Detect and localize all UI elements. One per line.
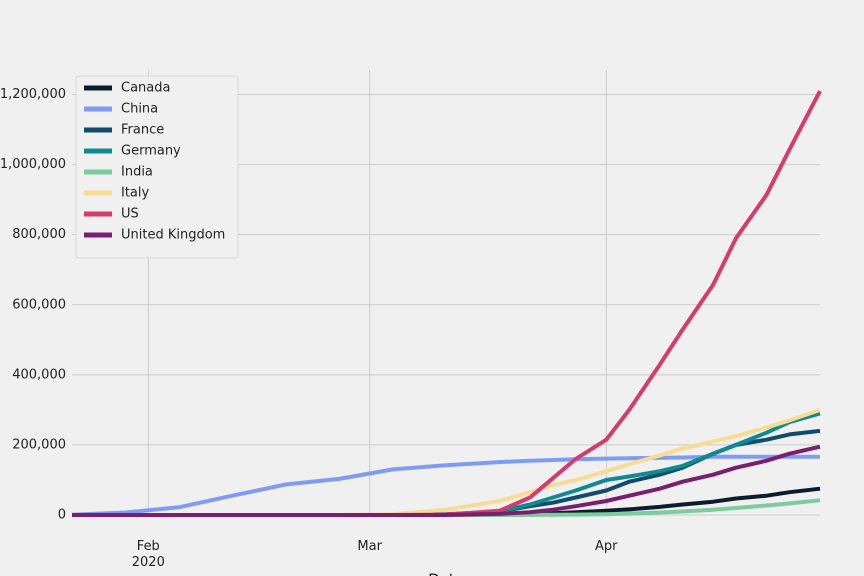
y-tick-label: 0 bbox=[58, 508, 66, 523]
x-tick-label: Apr bbox=[595, 539, 618, 554]
legend-label: Italy bbox=[121, 186, 150, 201]
series-line bbox=[71, 454, 820, 517]
x-tick-label-line: Mar bbox=[357, 539, 382, 554]
x-tick-label-line: Feb bbox=[137, 539, 160, 554]
x-tick-label-line: 2020 bbox=[132, 555, 165, 570]
legend-label: Canada bbox=[121, 81, 170, 96]
legend-label: US bbox=[121, 207, 139, 222]
legend-label: India bbox=[121, 165, 153, 180]
y-tick-label: 600,000 bbox=[12, 297, 66, 312]
y-tick-label: 400,000 bbox=[12, 367, 66, 382]
legend-label: China bbox=[121, 102, 158, 117]
y-tick-label: 800,000 bbox=[12, 227, 66, 242]
x-tick-label: Feb 2020 bbox=[132, 539, 165, 570]
series-line bbox=[72, 444, 821, 517]
legend-box bbox=[75, 75, 239, 259]
legend-label: Germany bbox=[121, 144, 181, 159]
x-tick-label-line: Apr bbox=[595, 539, 618, 554]
y-tick-label: 1,000,000 bbox=[0, 157, 66, 172]
x-axis-label: Date bbox=[428, 571, 464, 576]
y-tick-label: 1,200,000 bbox=[0, 87, 66, 102]
y-tick-label: 200,000 bbox=[12, 437, 66, 452]
legend-label: United Kingdom bbox=[121, 228, 225, 243]
x-tick-label: Mar bbox=[357, 539, 382, 554]
legend: Canada China France Germany India Italy US Unit… bbox=[75, 75, 239, 259]
legend-label: France bbox=[121, 123, 164, 138]
